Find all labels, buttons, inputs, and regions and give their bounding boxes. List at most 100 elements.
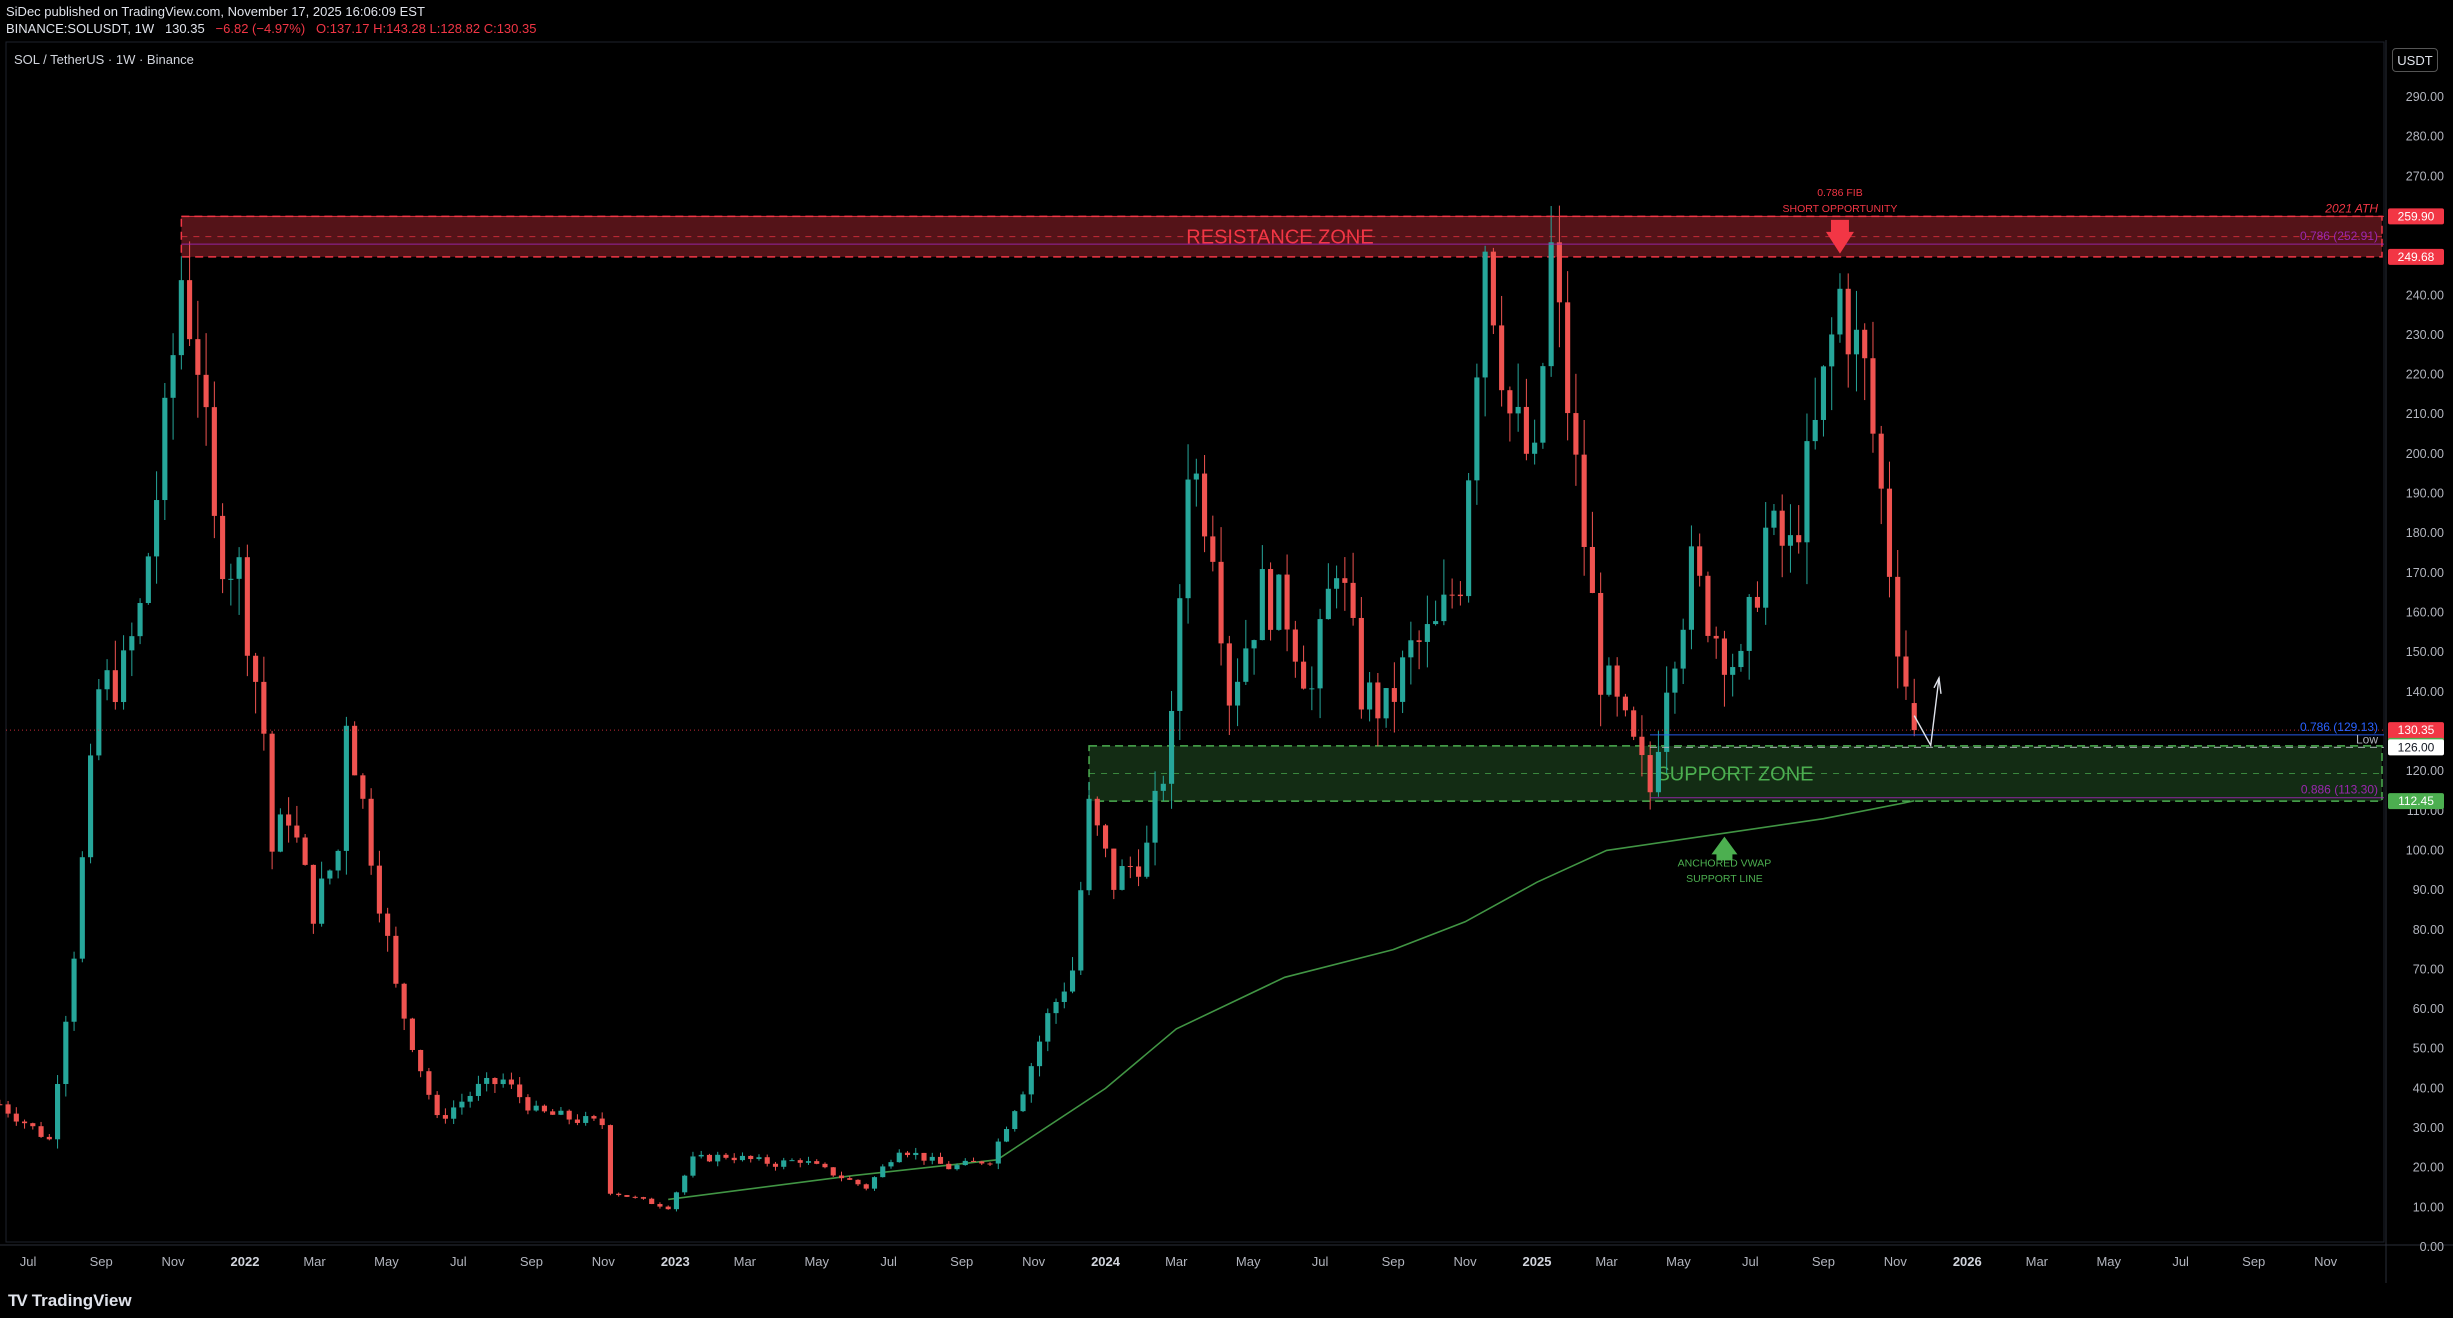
candle-up <box>1078 890 1084 971</box>
projection-arrowhead-icon <box>1933 675 1942 694</box>
candle-down <box>1870 358 1876 434</box>
candle-down <box>1111 848 1117 890</box>
candle-down <box>1581 454 1587 547</box>
price-axis-tick: 200.00 <box>2406 447 2444 461</box>
candle-down <box>112 670 118 703</box>
time-axis-tick: May <box>374 1254 399 1269</box>
candle-up <box>698 1154 704 1157</box>
candle-up <box>1771 510 1777 528</box>
candle-down <box>541 1105 547 1112</box>
candle-up <box>1185 479 1191 599</box>
tradingview-logo-text: TradingView <box>31 1291 132 1310</box>
candle-down <box>30 1123 36 1127</box>
candle-up <box>1433 621 1439 625</box>
candle-down <box>706 1154 713 1162</box>
time-axis-tick: Sep <box>1812 1254 1835 1269</box>
candle-up <box>1028 1066 1034 1095</box>
candle-up <box>104 670 110 690</box>
level-label: 0.786 (129.13) <box>2300 720 2378 734</box>
candle-down <box>1697 546 1703 576</box>
candle-up <box>1053 1001 1059 1014</box>
candle-up <box>1688 546 1694 630</box>
last-price: 130.35 <box>164 21 205 36</box>
time-axis-tick: May <box>804 1254 829 1269</box>
plot-frame <box>5 41 2385 1243</box>
candle-down <box>517 1084 523 1098</box>
time-axis-tick: 2026 <box>1953 1254 1982 1269</box>
time-axis-tick: Mar <box>1595 1254 1618 1269</box>
candle-down <box>244 557 250 656</box>
time-axis-tick: Jul <box>1742 1254 1759 1269</box>
time-axis-tick: Jul <box>450 1254 467 1269</box>
symbol-label[interactable]: BINANCE:SOLUSDT, 1W <box>6 21 155 36</box>
price-axis-tick: 290.00 <box>2406 90 2444 104</box>
currency-button[interactable]: USDT <box>2392 48 2438 72</box>
resistance-zone <box>180 215 2383 258</box>
price-axis-tick: 190.00 <box>2406 487 2444 501</box>
candle-up <box>871 1177 878 1189</box>
candle-down <box>1094 798 1100 826</box>
time-axis-tick: Mar <box>734 1254 757 1269</box>
candle-up <box>888 1162 894 1167</box>
candle-up <box>1664 692 1670 752</box>
price-axis-tick: 150.00 <box>2406 645 2444 659</box>
candle-down <box>442 1115 448 1119</box>
candle-down <box>979 1161 985 1164</box>
candle-up <box>739 1155 746 1161</box>
candle-up <box>1020 1094 1026 1112</box>
candle-down <box>5 1104 11 1114</box>
price-axis-tick: 80.00 <box>2413 923 2444 937</box>
candle-down <box>599 1118 605 1126</box>
price-axis-tick: 20.00 <box>2413 1161 2444 1175</box>
chart-background <box>0 40 2453 1283</box>
price-axis-tick: 240.00 <box>2406 288 2444 302</box>
candle-up <box>929 1156 935 1161</box>
candle-down <box>1779 510 1785 546</box>
support-zone <box>1088 745 2383 802</box>
price-axis-tick: 60.00 <box>2413 1002 2444 1016</box>
avwap-support-label: ANCHORED VWAP <box>1678 857 1772 869</box>
candle-up <box>236 557 242 579</box>
candle-up <box>96 689 102 756</box>
price-chart[interactable]: SOL / TetherUS · 1W · Binance RESISTANCE … <box>0 40 2453 1283</box>
candle-down <box>302 837 308 865</box>
tradingview-mark-icon: TV <box>8 1291 28 1310</box>
price-axis-label: 259.90 <box>2398 209 2435 223</box>
time-axis-tick: Jul <box>1312 1254 1329 1269</box>
candle-down <box>987 1163 993 1165</box>
support-up-arrow-icon <box>1711 836 1738 861</box>
candle-up <box>1012 1111 1018 1130</box>
candle-down <box>525 1097 531 1111</box>
price-axis-tick: 160.00 <box>2406 606 2444 620</box>
time-axis-tick: May <box>1236 1254 1261 1269</box>
candle-down <box>1301 661 1307 689</box>
candle-up <box>162 397 168 501</box>
level-label: Low <box>2356 732 2378 746</box>
price-axis-label: 126.00 <box>2398 740 2435 754</box>
candle-up <box>1045 1013 1051 1042</box>
candle-up <box>1317 619 1323 689</box>
candle-down <box>1639 736 1645 756</box>
candle-down <box>731 1157 737 1161</box>
resistance-zone-label: RESISTANCE ZONE <box>1186 227 1373 249</box>
candle-up <box>1276 574 1282 630</box>
tradingview-logo[interactable]: TV TradingView <box>8 1291 132 1311</box>
candle-up <box>896 1152 902 1163</box>
candle-down <box>937 1156 944 1164</box>
price-axis-tick: 90.00 <box>2413 883 2444 897</box>
time-axis-tick: Mar <box>2026 1254 2049 1269</box>
candle-up <box>1334 578 1340 589</box>
candle-down <box>1350 582 1356 618</box>
candle-up <box>63 1021 69 1085</box>
candle-up <box>88 755 94 858</box>
candle-down <box>863 1184 869 1189</box>
candle-down <box>1449 594 1455 596</box>
price-axis-tick: 30.00 <box>2413 1121 2444 1135</box>
candle-down <box>797 1160 803 1163</box>
candle-down <box>607 1125 613 1194</box>
candle-down <box>1226 643 1232 706</box>
price-axis-tick: 40.00 <box>2413 1081 2444 1095</box>
candle-up <box>1466 480 1472 597</box>
candle-up <box>484 1077 490 1084</box>
candle-down <box>0 1104 3 1106</box>
